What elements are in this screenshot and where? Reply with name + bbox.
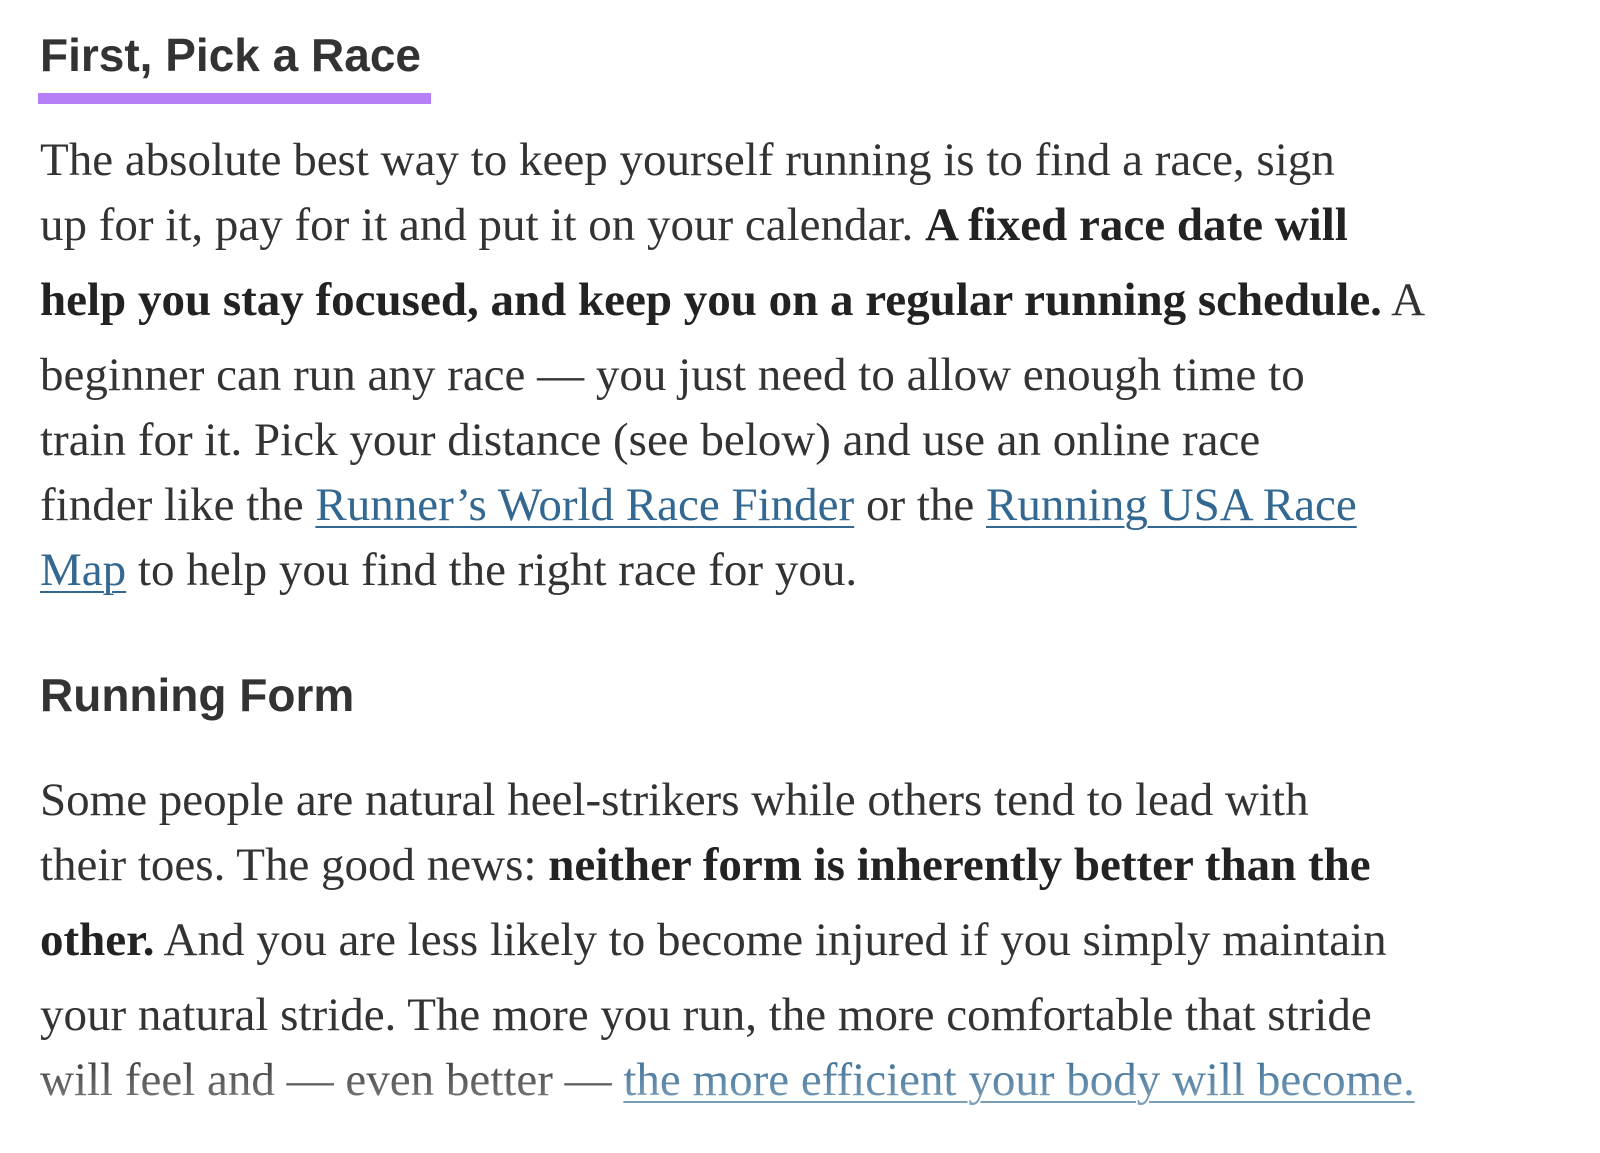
text-segment: The absolute best way to keep yourself r… <box>40 134 1335 186</box>
text-segment: to help you find the right race for you. <box>126 544 858 596</box>
bold-text: neither form is inherently better than t… <box>548 839 1371 891</box>
bold-text: other. <box>40 914 155 966</box>
text-segment: And you are less likely to become injure… <box>154 914 1387 966</box>
text-line: The absolute best way to keep yourself r… <box>40 130 1335 190</box>
text-line: Map to help you find the right race for … <box>40 540 857 600</box>
article-link[interactable]: Runner’s World Race Finder <box>315 479 855 531</box>
text-segment: or the <box>854 479 987 531</box>
article-link[interactable]: the more efficient your body will become… <box>623 1054 1415 1106</box>
text-line: your natural stride. The more you run, t… <box>40 985 1372 1045</box>
section-heading-running-form: Running Form <box>40 669 355 721</box>
heading-accent-underline <box>38 93 431 104</box>
text-segment: your natural stride. The more you run, t… <box>40 989 1372 1041</box>
text-segment: will feel and — even better — <box>40 1054 624 1106</box>
text-line: train for it. Pick your distance (see be… <box>40 410 1260 470</box>
text-line: finder like the Runner’s World Race Find… <box>40 475 1357 535</box>
section-heading-first-pick-a-race: First, Pick a Race <box>40 29 421 81</box>
text-line: beginner can run any race — you just nee… <box>40 345 1305 405</box>
text-segment: train for it. Pick your distance (see be… <box>40 414 1261 466</box>
text-line: Some people are natural heel-strikers wh… <box>40 770 1309 830</box>
text-line: their toes. The good news: neither form … <box>40 835 1371 895</box>
bold-text: A fixed race date will <box>924 199 1348 251</box>
bold-text: help you stay focused, and keep you on a… <box>40 274 1382 326</box>
text-segment: A <box>1381 274 1426 326</box>
text-line: help you stay focused, and keep you on a… <box>40 270 1425 330</box>
text-line: will feel and — even better — the more e… <box>40 1050 1415 1110</box>
text-segment: their toes. The good news: <box>40 839 549 891</box>
text-segment: beginner can run any race — you just nee… <box>40 349 1305 401</box>
article-link[interactable]: Map <box>40 544 127 596</box>
text-line: other. And you are less likely to become… <box>40 910 1387 970</box>
text-segment: finder like the <box>40 479 316 531</box>
text-segment: up for it, pay for it and put it on your… <box>40 199 925 251</box>
article-link[interactable]: Running USA Race <box>986 479 1357 531</box>
text-segment: Some people are natural heel-strikers wh… <box>40 774 1309 826</box>
text-line: up for it, pay for it and put it on your… <box>40 195 1348 255</box>
